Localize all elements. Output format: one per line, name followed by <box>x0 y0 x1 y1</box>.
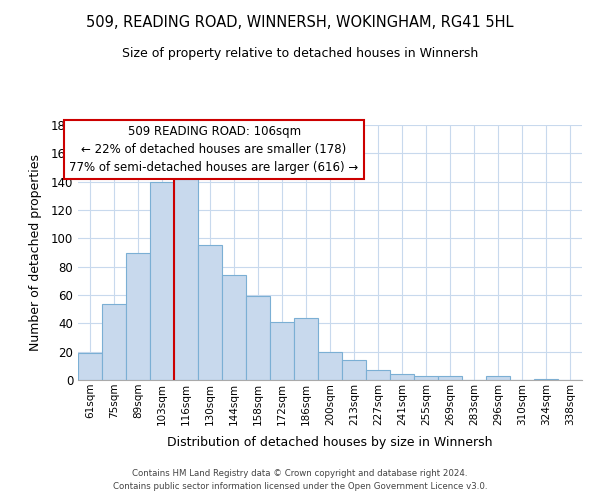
Text: Contains public sector information licensed under the Open Government Licence v3: Contains public sector information licen… <box>113 482 487 491</box>
Bar <box>318 352 342 380</box>
Y-axis label: Number of detached properties: Number of detached properties <box>29 154 43 351</box>
Bar <box>174 179 198 380</box>
Bar <box>486 376 510 380</box>
Bar <box>390 374 414 380</box>
Bar <box>126 252 150 380</box>
Bar <box>78 353 102 380</box>
Bar <box>270 322 294 380</box>
Bar <box>534 378 558 380</box>
Text: 509 READING ROAD: 106sqm
← 22% of detached houses are smaller (178)
77% of semi-: 509 READING ROAD: 106sqm ← 22% of detach… <box>70 125 359 174</box>
Bar <box>294 318 318 380</box>
Bar <box>222 275 246 380</box>
Text: Size of property relative to detached houses in Winnersh: Size of property relative to detached ho… <box>122 48 478 60</box>
X-axis label: Distribution of detached houses by size in Winnersh: Distribution of detached houses by size … <box>167 436 493 449</box>
Bar <box>198 246 222 380</box>
Bar <box>150 182 174 380</box>
Bar <box>366 370 390 380</box>
Bar <box>342 360 366 380</box>
Bar <box>414 376 438 380</box>
Bar <box>102 304 126 380</box>
Bar <box>246 296 270 380</box>
Text: Contains HM Land Registry data © Crown copyright and database right 2024.: Contains HM Land Registry data © Crown c… <box>132 468 468 477</box>
Bar <box>438 376 462 380</box>
Text: 509, READING ROAD, WINNERSH, WOKINGHAM, RG41 5HL: 509, READING ROAD, WINNERSH, WOKINGHAM, … <box>86 15 514 30</box>
